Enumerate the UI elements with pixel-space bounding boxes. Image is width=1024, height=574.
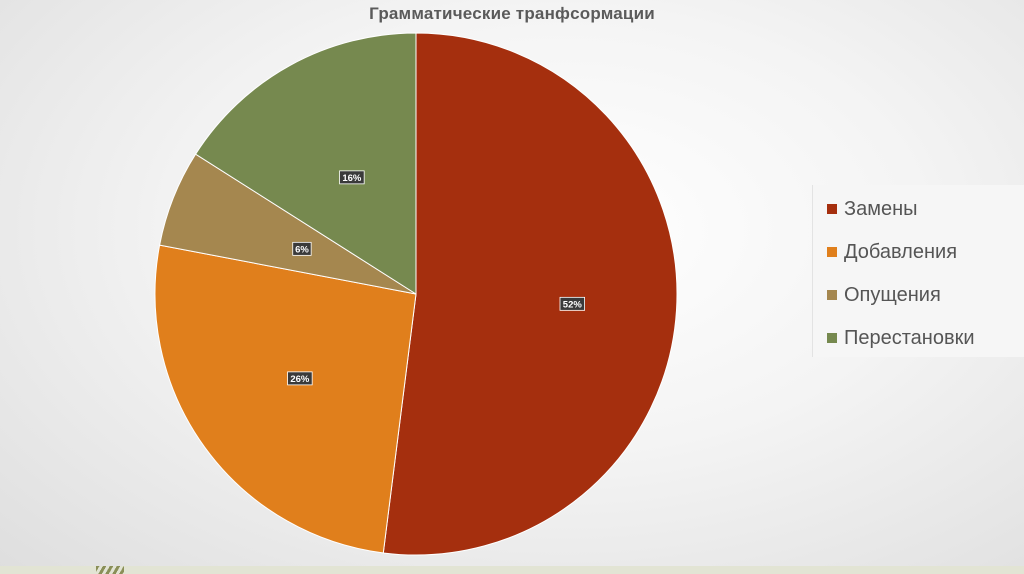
data-label-opushcheniya: 6% (292, 241, 312, 256)
data-label-box (559, 296, 585, 311)
slide-footer-ornament (96, 566, 124, 574)
legend-swatch (827, 204, 837, 214)
legend-label: Перестановки (844, 326, 975, 349)
chart-title: Грамматические транфсормации (369, 4, 655, 23)
pie-slice-dobavleniya (154, 244, 417, 554)
chart-legend: Замены Добавления Опущения Перестановки (812, 185, 1024, 357)
legend-label: Опущения (844, 283, 941, 306)
data-label-box (287, 371, 313, 386)
data-label-text: 16% (342, 173, 362, 184)
data-label-dobavleniya: 26% (287, 371, 313, 386)
legend-item-perestanovki: Перестановки (827, 326, 975, 350)
data-label-box (292, 241, 312, 256)
legend-swatch (827, 333, 837, 343)
data-label-text: 52% (563, 299, 583, 310)
data-label-box (339, 170, 365, 185)
slide-footer-band (0, 566, 1024, 574)
legend-item-opushcheniya: Опущения (827, 283, 941, 307)
legend-label: Замены (844, 197, 918, 220)
pie-slice-perestanovki (194, 32, 417, 295)
legend-item-zameny: Замены (827, 197, 918, 221)
legend-swatch (827, 247, 837, 257)
pie-slice-zameny (382, 32, 678, 556)
legend-swatch (827, 290, 837, 300)
data-label-text: 26% (290, 374, 310, 385)
legend-item-dobavleniya: Добавления (827, 240, 957, 264)
data-label-perestanovki: 16% (339, 170, 365, 185)
data-label-text: 6% (295, 244, 309, 255)
data-label-zameny: 52% (559, 296, 585, 311)
legend-label: Добавления (844, 240, 958, 263)
